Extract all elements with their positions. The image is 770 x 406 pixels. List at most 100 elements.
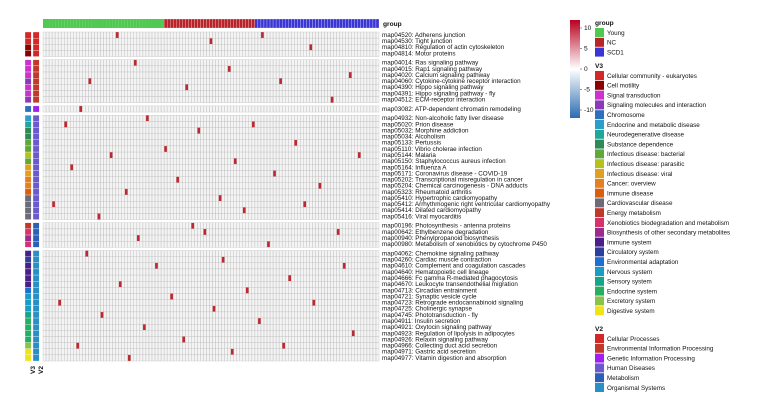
heatmap-row-background <box>43 96 379 103</box>
annotation-cell <box>333 18 337 29</box>
annotation-cell <box>155 19 159 28</box>
row-label: map04932: Non-alcoholic fatty liver dise… <box>382 115 504 122</box>
annotation-cell <box>100 19 104 28</box>
annotation-cell <box>357 18 361 29</box>
heatmap-row-background <box>43 188 379 196</box>
v3-annotation-cell <box>24 84 32 91</box>
heatmap-cell <box>88 77 92 85</box>
annotation-cell <box>206 18 210 29</box>
heatmap-row: map04814: Motor proteins <box>24 50 456 57</box>
heatmap-cell <box>197 127 201 134</box>
v3-annotation-cell <box>24 299 32 306</box>
heatmap-row-background <box>43 158 379 165</box>
v2-annotation-cell <box>32 71 40 79</box>
annotation-cell <box>285 18 289 29</box>
heatmap-cell <box>330 96 334 103</box>
v3-annotation-cell <box>24 37 32 45</box>
v3-annotation-cell <box>24 31 32 39</box>
v3-annotation-cell <box>24 139 32 147</box>
annotation-cell <box>327 18 331 29</box>
annotation-cell <box>194 18 198 29</box>
heatmap-cell <box>145 115 150 122</box>
heatmap-cell <box>242 207 246 214</box>
annotation-cell <box>288 18 292 29</box>
heatmap-cell <box>336 228 340 236</box>
v2-annotation-cell <box>32 293 40 300</box>
annotation-cell <box>297 18 301 29</box>
heatmap-cell <box>169 293 174 300</box>
v2-annotation-cell <box>32 50 40 57</box>
v3-annotation-cell <box>24 262 32 270</box>
heatmap-row-background <box>43 268 379 276</box>
annotation-cell <box>212 18 216 29</box>
v2-annotation-cell <box>32 281 40 288</box>
heatmap-row-background <box>43 207 379 214</box>
annotation-cell <box>275 18 280 29</box>
heatmap-cell <box>375 105 380 113</box>
v2-annotation-cell <box>32 37 40 45</box>
v3-annotation-cell <box>24 201 32 208</box>
v3-annotation-cell <box>24 50 32 57</box>
heatmap-row-background <box>43 241 379 248</box>
v3-annotation-cell <box>24 241 32 248</box>
annotation-cell <box>257 18 262 29</box>
annotation-cell <box>52 19 56 28</box>
annotation-cell <box>230 18 234 29</box>
v3-annotation-cell <box>24 188 32 196</box>
heatmap-row-background <box>43 59 379 66</box>
heatmap-cell <box>118 281 122 288</box>
heatmap-row-background <box>43 281 379 288</box>
heatmap-block: map04932: Non-alcoholic fatty liver dise… <box>24 115 551 220</box>
annotation-cell <box>318 18 322 29</box>
heatmap-cell <box>133 59 138 67</box>
annotation-cell <box>294 18 298 29</box>
heatmap-cell <box>70 164 74 171</box>
heatmap-cell <box>348 71 352 79</box>
heatmap-cell <box>260 31 265 39</box>
v2-annotation-cell <box>32 44 40 51</box>
row-label: map03082: ATP-dependent chromatin remode… <box>382 106 521 113</box>
v3-annotation-cell <box>24 78 32 85</box>
v2-annotation-cell <box>32 115 40 122</box>
v3-annotation-cell <box>24 121 32 128</box>
annotation-cell <box>179 18 183 29</box>
heatmap-row-background <box>43 164 379 171</box>
v3-annotation-cell <box>24 115 32 122</box>
heatmap-cell <box>251 121 256 128</box>
v2-annotation-cell <box>32 194 40 202</box>
v3-annotation-cell <box>24 222 32 230</box>
annotation-cell <box>173 18 177 29</box>
annotation-cell <box>203 18 207 29</box>
heatmap-cell <box>57 299 62 306</box>
annotation-cell <box>64 19 68 28</box>
heatmap-row: map04015: Rap1 signaling pathway <box>24 65 483 73</box>
heatmap-cell <box>191 222 195 230</box>
annotation-cell <box>79 19 83 28</box>
annotation-cell <box>200 18 204 29</box>
v3-annotation-cell <box>24 90 32 97</box>
heatmap-cell <box>136 234 141 242</box>
annotation-cell <box>312 18 316 29</box>
v2-annotation-cell <box>32 256 40 263</box>
annotation-cell <box>366 18 371 29</box>
v3-annotation-cell <box>24 105 32 113</box>
heatmap-block: map04062: Chemokine signaling pathwaymap… <box>24 250 526 362</box>
heatmap-block: map04014: Ras signaling pathwaymap04015:… <box>24 59 521 104</box>
annotation-cell <box>185 18 189 29</box>
annotation-cell <box>339 18 343 29</box>
annotation-cell <box>215 18 219 29</box>
row-label: map04020: Calcium signaling pathway <box>382 72 491 79</box>
annotation-cell <box>278 18 283 29</box>
heatmap-row-background <box>43 228 379 236</box>
annotation-cell <box>106 19 110 28</box>
heatmap-row-background <box>43 262 379 269</box>
annotation-cell <box>73 19 77 28</box>
heatmap-cell <box>176 176 180 183</box>
annotation-cell <box>342 18 346 29</box>
v2-annotation-cell <box>32 170 40 177</box>
annotation-cell <box>375 18 380 29</box>
row-label: map00980: Metabolism of xenobiotics by c… <box>382 241 547 248</box>
heatmap-row-background <box>43 90 379 97</box>
